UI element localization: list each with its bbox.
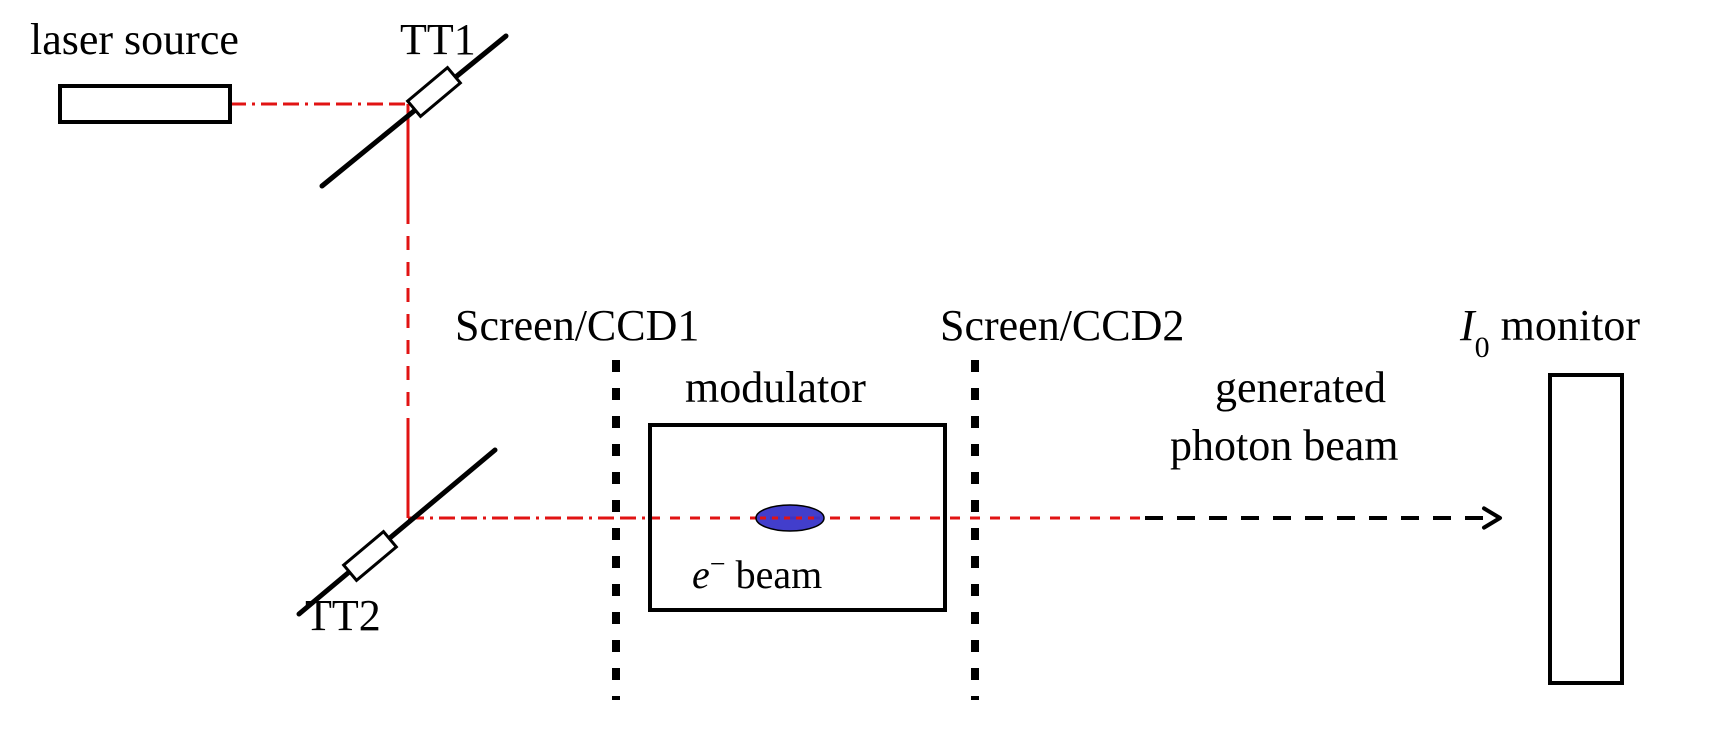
label-modulator: modulator [685,363,866,412]
photon-beam-arrow-head [1484,508,1500,527]
tt2-mirror-tab [344,532,397,581]
label-screen-ccd2: Screen/CCD2 [940,301,1184,350]
label-screen-ccd1: Screen/CCD1 [455,301,699,350]
label-i0-monitor: I0 monitor [1459,301,1640,364]
tt2-mirror-line [299,450,495,614]
label-tt1: TT1 [400,15,476,64]
label-tt2: TT2 [305,591,381,640]
tt1-mirror-tab [408,68,461,117]
label-generated: generated [1215,363,1386,412]
i0-monitor-box [1550,375,1622,683]
optics-diagram: laser source TT1 TT2 Screen/CCD1 Screen/CCD2… [0,0,1710,748]
label-photon-beam: photon beam [1170,421,1399,470]
label-e-beam: e− beam [692,549,822,598]
laser-source-box [60,86,230,122]
label-laser-source: laser source [30,15,239,64]
